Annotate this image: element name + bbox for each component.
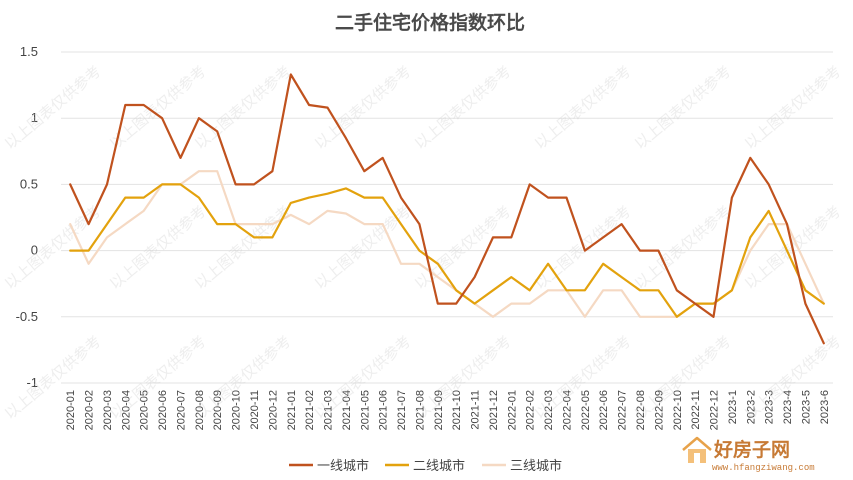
x-tick-label: 2020-05 <box>139 390 151 430</box>
x-tick-label: 2022-08 <box>635 390 647 430</box>
x-tick-label: 2020-11 <box>249 390 261 430</box>
legend: 一线城市 二线城市 三线城市 <box>289 458 562 474</box>
y-tick-label: -1 <box>26 375 38 390</box>
x-tick-label: 2021-01 <box>286 390 298 430</box>
x-tick-label: 2020-09 <box>212 390 224 430</box>
x-tick-label: 2023-1 <box>727 390 739 424</box>
logo-name: 好房子网 <box>713 438 790 461</box>
legend-label: 三线城市 <box>510 458 562 474</box>
x-tick-label: 2023-5 <box>800 390 812 424</box>
x-tick-label: 2022-07 <box>617 390 629 430</box>
y-tick-label: 1 <box>31 110 38 125</box>
watermark-text: 以上图表仅供参考 <box>311 202 415 293</box>
x-tick-label: 2022-09 <box>653 390 665 430</box>
logo-url: www.hfangziwang.com <box>712 463 815 473</box>
x-tick-label: 2023-6 <box>819 390 831 424</box>
x-tick-label: 2020-10 <box>231 390 243 430</box>
x-tick-label: 2022-10 <box>672 390 684 430</box>
x-tick-label: 2020-01 <box>65 390 77 430</box>
x-tick-label: 2020-12 <box>267 390 279 430</box>
x-tick-label: 2020-02 <box>84 390 96 430</box>
x-tick-label: 2020-07 <box>175 390 187 430</box>
x-tick-label: 2022-04 <box>561 390 573 430</box>
series-line-1 <box>69 73 825 345</box>
watermark-text: 以上图表仅供参考 <box>1 202 105 293</box>
x-tick-label: 2022-12 <box>709 390 721 430</box>
series-layer <box>69 73 825 345</box>
series-line-3 <box>69 170 825 318</box>
gridlines <box>61 51 833 384</box>
watermark-text: 以上图表仅供参考 <box>411 62 515 153</box>
x-tick-label: 2023-2 <box>745 390 757 424</box>
x-tick-label: 2020-03 <box>102 390 114 430</box>
chart-title: 二手住宅价格指数环比 <box>335 11 525 34</box>
watermark-text: 以上图表仅供参考 <box>631 62 735 153</box>
x-tick-label: 2022-06 <box>598 390 610 430</box>
y-tick-label: 0.5 <box>20 176 38 191</box>
x-tick-label: 2022-02 <box>525 390 537 430</box>
x-tick-label: 2022-11 <box>690 390 702 430</box>
x-tick-label: 2021-04 <box>341 390 353 430</box>
x-tick-label: 2021-09 <box>433 390 445 430</box>
x-tick-label: 2021-11 <box>470 390 482 430</box>
x-tick-label: 2022-01 <box>506 390 518 430</box>
series-line-2 <box>69 183 825 318</box>
x-tick-label: 2020-04 <box>120 390 132 430</box>
legend-label: 一线城市 <box>317 458 369 474</box>
x-tick-label: 2023-4 <box>782 390 794 424</box>
x-tick-label: 2021-07 <box>396 390 408 430</box>
y-axis-ticks: 1.5 1 0.5 0 -0.5 -1 <box>16 44 38 390</box>
x-tick-label: 2023-3 <box>764 390 776 424</box>
x-tick-label: 2020-06 <box>157 390 169 430</box>
x-tick-label: 2022-03 <box>543 390 555 430</box>
legend-label: 二线城市 <box>413 458 465 474</box>
y-tick-label: -0.5 <box>16 309 38 324</box>
house-icon <box>682 436 712 463</box>
x-tick-label: 2021-03 <box>323 390 335 430</box>
x-tick-label: 2021-05 <box>359 390 371 430</box>
x-tick-label: 2020-08 <box>194 390 206 430</box>
watermark-text: 以上图表仅供参考 <box>1 62 105 153</box>
x-tick-label: 2021-12 <box>488 390 500 430</box>
x-axis-ticks: 2020-01 2020-02 2020-03 2020-04 2020-05 2020-… <box>65 390 831 430</box>
watermark-text: 以上图表仅供参考 <box>411 202 515 293</box>
x-tick-label: 2022-05 <box>580 390 592 430</box>
x-tick-label: 2021-10 <box>451 390 463 430</box>
y-tick-label: 1.5 <box>20 44 38 59</box>
y-tick-label: 0 <box>31 243 38 258</box>
watermark-text: 以上图表仅供参考 <box>531 62 635 153</box>
x-tick-label: 2021-08 <box>414 390 426 430</box>
x-tick-label: 2021-06 <box>378 390 390 430</box>
site-logo: 好房子网 www.hfangziwang.com <box>682 436 815 473</box>
watermark-text: 以上图表仅供参考 <box>741 62 845 153</box>
x-tick-label: 2021-02 <box>304 390 316 430</box>
